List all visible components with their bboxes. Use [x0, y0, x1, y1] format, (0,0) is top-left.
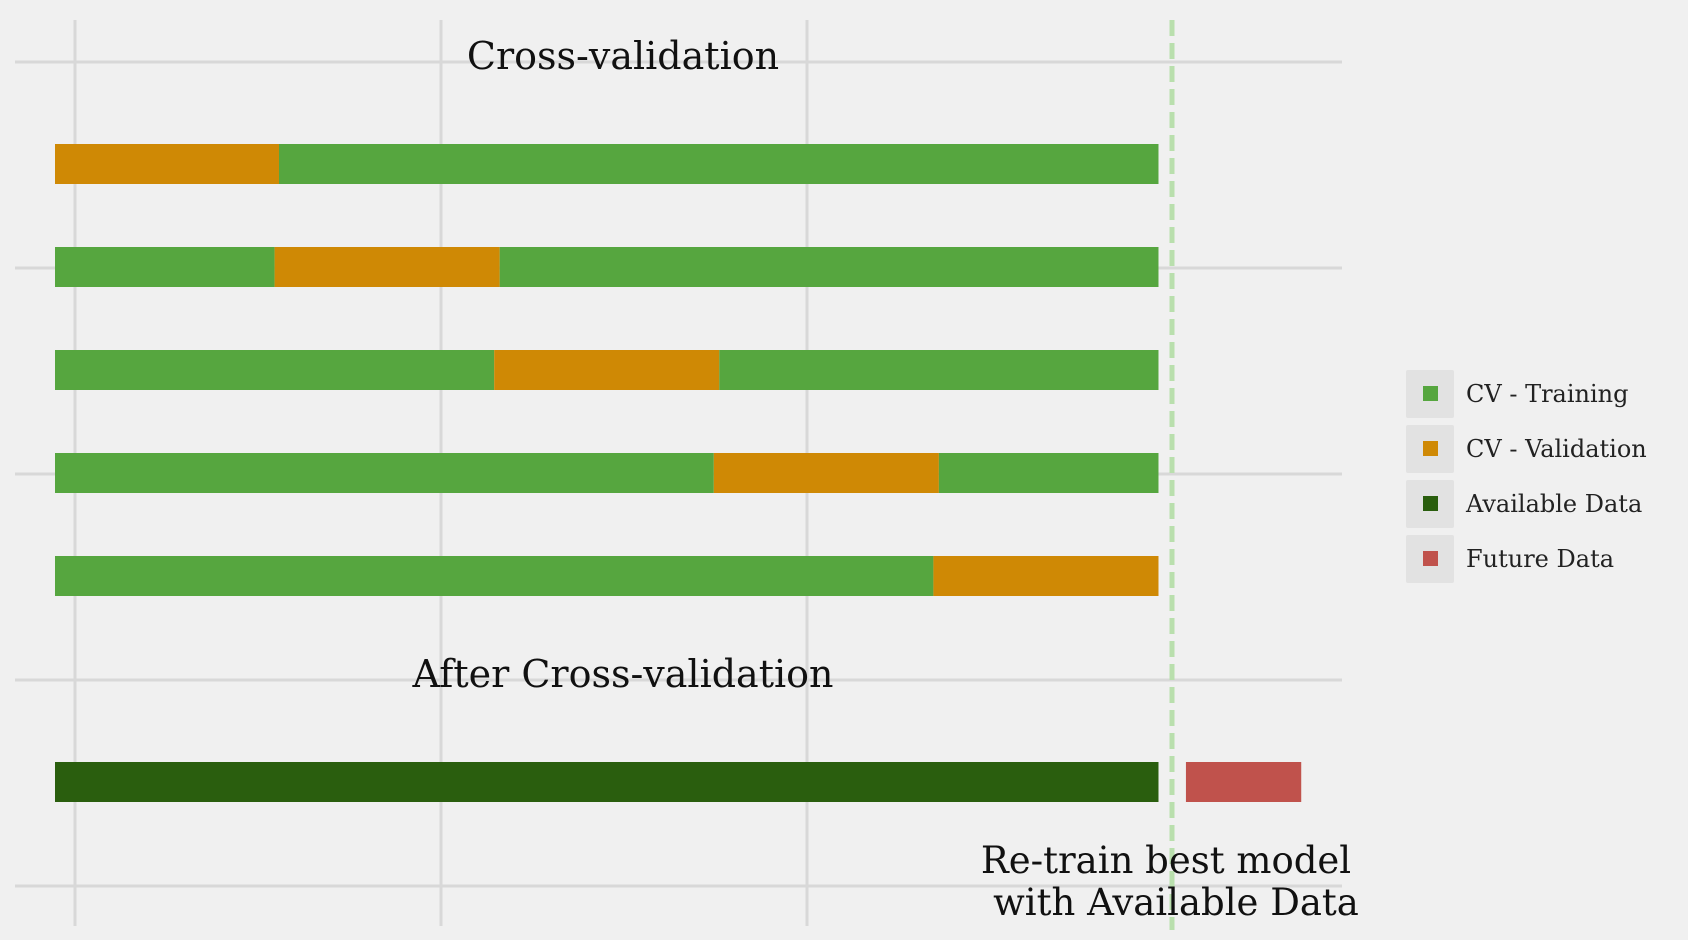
legend-key — [1406, 479, 1454, 528]
legend-swatch-icon — [1422, 386, 1438, 401]
legend-label: CV - Training — [1466, 379, 1629, 408]
legend-key — [1406, 534, 1454, 583]
bar-segment-fold-2-cv-training — [55, 247, 275, 287]
bar-segment-fold-4-cv-training — [938, 453, 1159, 493]
bar-segment-fold-2-cv-validation — [274, 247, 500, 287]
legend-swatch-icon — [1422, 496, 1438, 511]
annotation-line-2: with Available Data — [993, 881, 1359, 924]
bar-segment-final-future-data — [1185, 762, 1302, 802]
bar-segment-fold-3-cv-training — [719, 350, 1159, 390]
legend: CV - Training CV - Validation Available … — [1406, 366, 1647, 586]
bar-segment-final-available-data — [55, 762, 1159, 802]
legend-label: Available Data — [1466, 489, 1643, 518]
bar-segment-fold-5-cv-validation — [933, 556, 1159, 596]
bar-segment-fold-3-cv-validation — [494, 350, 720, 390]
bar-segment-fold-5-cv-training — [55, 556, 934, 596]
legend-swatch-icon — [1422, 551, 1438, 566]
bars — [55, 144, 1302, 802]
chart-title-after-cross-validation: After Cross-validation — [412, 652, 834, 696]
legend-label: Future Data — [1466, 544, 1615, 573]
legend-item-available-data: Available Data — [1406, 476, 1647, 531]
legend-item-cv-training: CV - Training — [1406, 366, 1647, 421]
chart-title-cross-validation: Cross-validation — [467, 34, 779, 78]
legend-label: CV - Validation — [1466, 434, 1647, 463]
legend-key — [1406, 369, 1454, 418]
legend-swatch-icon — [1422, 441, 1438, 456]
bar-segment-fold-4-cv-validation — [713, 453, 939, 493]
bar-segment-fold-4-cv-training — [55, 453, 714, 493]
bar-segment-fold-1-cv-training — [278, 144, 1159, 184]
bar-segment-fold-2-cv-training — [499, 247, 1159, 287]
legend-key — [1406, 424, 1454, 473]
bar-segment-fold-1-cv-validation — [55, 144, 279, 184]
legend-item-cv-validation: CV - Validation — [1406, 421, 1647, 476]
annotation-line-1: Re-train best model — [981, 839, 1351, 882]
bar-segment-fold-3-cv-training — [55, 350, 495, 390]
legend-item-future-data: Future Data — [1406, 531, 1647, 586]
